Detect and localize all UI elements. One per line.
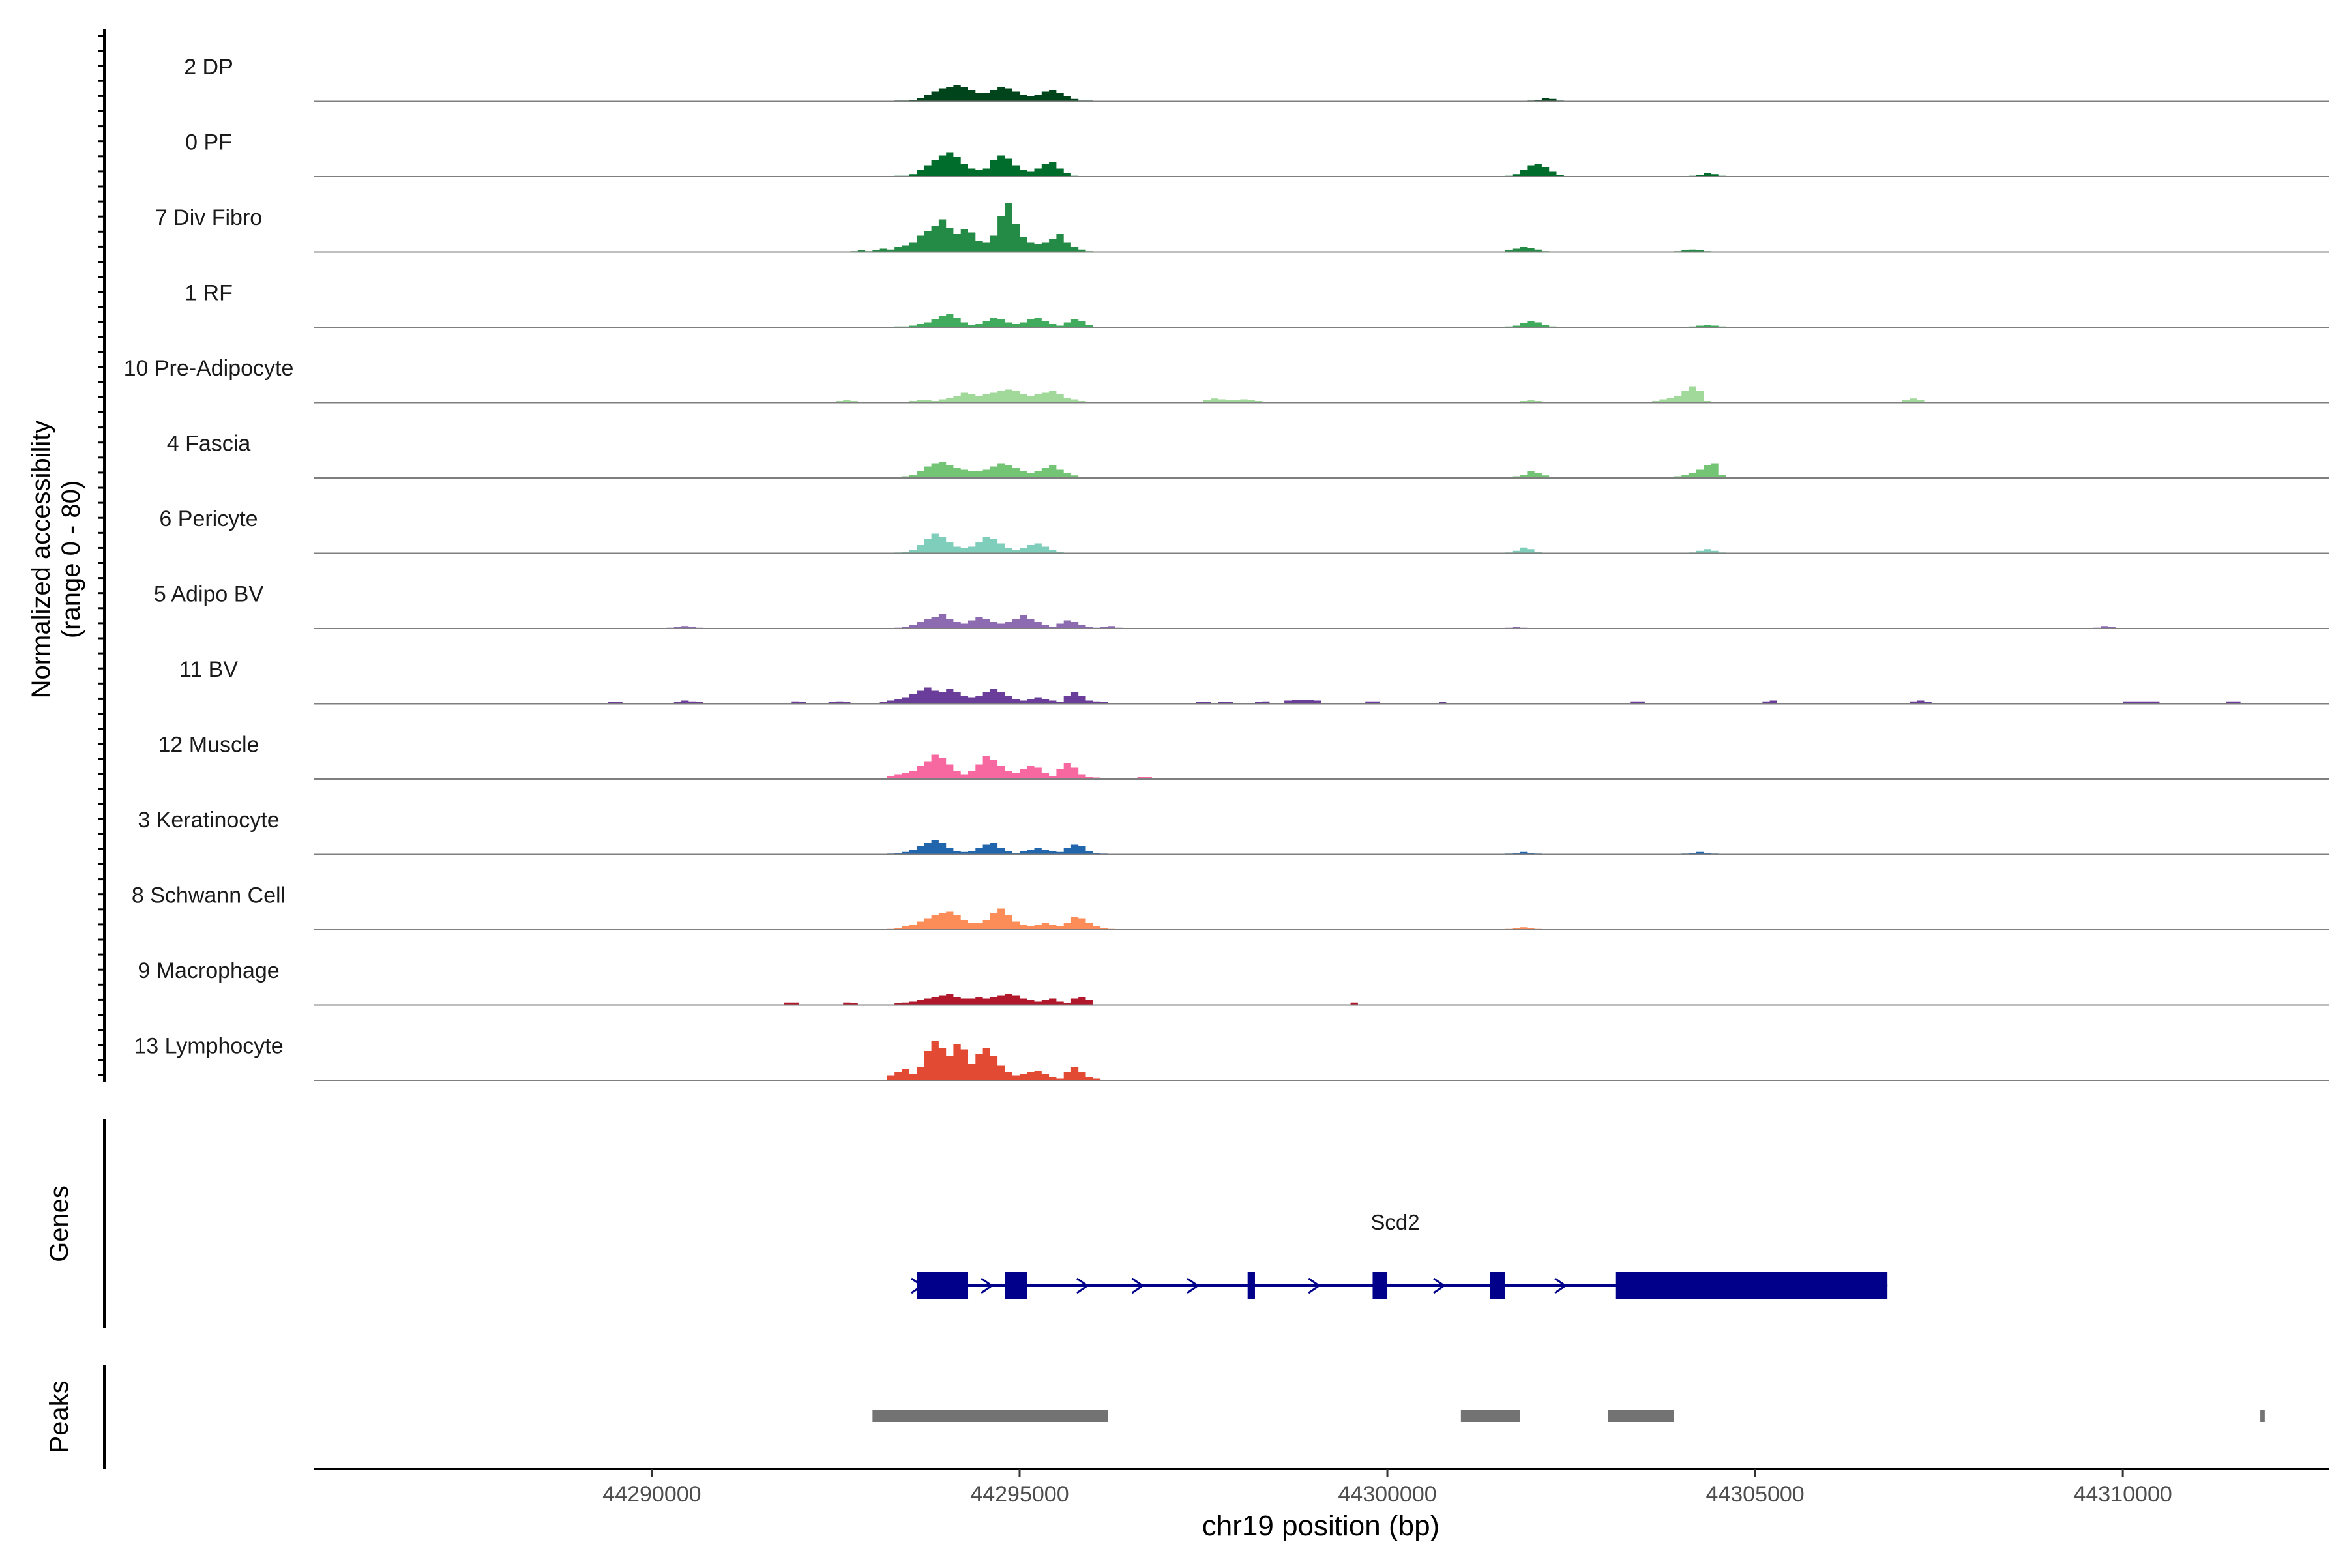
gene-exon	[1372, 1272, 1388, 1299]
track-label-10-pre-adipocyte: 10 Pre-Adipocyte	[124, 356, 294, 381]
x-axis-ticks: 44290000 44295000 44300000 44305000 44310000	[602, 1469, 2172, 1507]
track-label-12-muscle: 12 Muscle	[158, 733, 259, 758]
track-8-schwann-cell: 8 Schwann Cell	[132, 883, 2347, 930]
gene-exon	[1005, 1272, 1027, 1299]
track-12-muscle: 12 Muscle	[158, 733, 2347, 780]
track-label-1-rf: 1 RF	[185, 281, 233, 306]
peak-region	[2260, 1410, 2265, 1422]
strand-arrow-icon	[1187, 1277, 1200, 1294]
gene-exon	[1615, 1272, 1888, 1299]
peak-region	[872, 1410, 1108, 1422]
track-5-adipo-bv: 5 Adipo BV	[154, 582, 2329, 629]
genes-panel-label: Genes	[45, 1185, 74, 1262]
track-label-2-dp: 2 DP	[184, 55, 233, 80]
peak-track	[872, 1410, 2265, 1422]
peaks-panel-label: Peaks	[45, 1380, 74, 1453]
strand-arrow-icon	[1554, 1277, 1567, 1294]
coverage-tracks: 2 DP 0 PF 7 Div Fibro 1 RF 10 Pre-Adipocyte 4…	[124, 55, 2347, 1081]
track-1-rf: 1 RF	[185, 281, 2329, 328]
gene-exon	[917, 1272, 969, 1299]
peak-region	[1608, 1410, 1674, 1422]
track-label-0-pf: 0 PF	[185, 130, 232, 155]
track-label-3-keratinocyte: 3 Keratinocyte	[138, 808, 279, 833]
track-label-9-macrophage: 9 Macrophage	[138, 958, 279, 983]
track-13-lymphocyte: 13 Lymphocyte	[134, 1034, 2347, 1081]
x-tick-label: 44295000	[970, 1482, 1069, 1507]
track-label-11-bv: 11 BV	[179, 657, 238, 682]
track-3-keratinocyte: 3 Keratinocyte	[138, 808, 2347, 855]
track-label-4-fascia: 4 Fascia	[167, 432, 251, 456]
track-10-pre-adipocyte: 10 Pre-Adipocyte	[124, 356, 2329, 404]
track-label-13-lymphocyte: 13 Lymphocyte	[134, 1034, 283, 1059]
gene-exon	[1247, 1272, 1255, 1299]
y-axis-label-line1: Normalized accessibility	[27, 421, 55, 699]
gene-track: Scd2	[911, 1210, 1888, 1299]
strand-arrow-icon	[1433, 1277, 1446, 1294]
track-label-7-div-fibro: 7 Div Fibro	[155, 205, 262, 230]
gene-exon	[1490, 1272, 1505, 1299]
track-label-5-adipo-bv: 5 Adipo BV	[154, 582, 264, 607]
peak-region	[1460, 1410, 1520, 1422]
coverage-y-axis	[98, 29, 106, 1082]
strand-arrow-icon	[1308, 1277, 1321, 1294]
y-axis-label-line2: (range 0 - 80)	[57, 481, 85, 638]
track-7-div-fibro: 7 Div Fibro	[155, 203, 2329, 253]
track-0-pf: 0 PF	[185, 130, 2329, 177]
track-6-pericyte: 6 Pericyte	[159, 507, 2329, 554]
strand-arrow-icon	[1131, 1277, 1145, 1294]
strand-arrow-icon	[1076, 1277, 1089, 1294]
x-tick-label: 44300000	[1338, 1482, 1436, 1507]
strand-arrow-icon	[981, 1277, 994, 1294]
track-label-8-schwann-cell: 8 Schwann Cell	[132, 883, 286, 908]
x-tick-label: 44305000	[1705, 1482, 1804, 1507]
x-tick-label: 44290000	[602, 1482, 701, 1507]
gene-name-label: Scd2	[1370, 1210, 1419, 1234]
track-4-fascia: 4 Fascia	[167, 432, 2337, 479]
gene-scd2: Scd2	[911, 1210, 1888, 1299]
track-11-bv: 11 BV	[179, 657, 2329, 705]
x-axis-label: chr19 position (bp)	[1202, 1510, 1439, 1542]
x-tick-label: 44310000	[2073, 1482, 2172, 1507]
track-9-macrophage: 9 Macrophage	[138, 958, 2347, 1006]
track-2-dp: 2 DP	[184, 55, 2347, 102]
track-label-6-pericyte: 6 Pericyte	[159, 507, 258, 531]
